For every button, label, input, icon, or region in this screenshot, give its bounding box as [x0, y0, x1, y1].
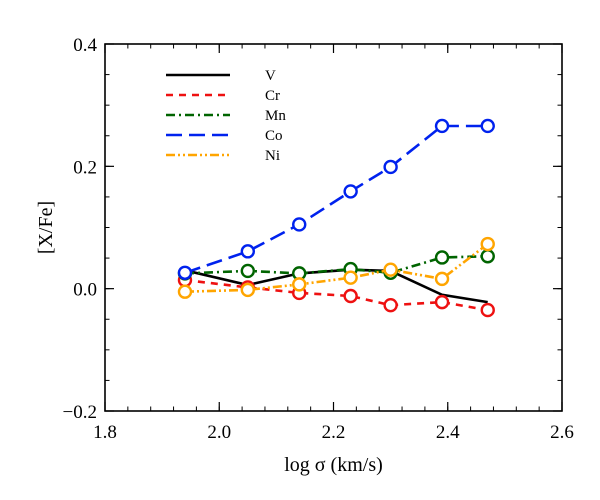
axes: 1.8 2.0 2.2 2.4 2.6 −0.2 0.0 0.2 0.4: [63, 35, 574, 443]
x-tick-label: 2.4: [436, 422, 460, 443]
data-point-co: [434, 118, 450, 134]
data-point-co: [240, 244, 256, 259]
data-point-ni: [177, 284, 193, 299]
data-point-cr: [480, 302, 495, 318]
legend-label-co: Co: [265, 128, 283, 144]
data-point-cr: [343, 288, 358, 304]
y-tick-label: 0.0: [73, 280, 97, 301]
x-tick-label: 2.6: [550, 422, 574, 443]
data-point-ni: [292, 277, 307, 292]
data-point-ni: [434, 271, 450, 287]
data-point-mn: [480, 249, 495, 264]
data-point-co: [383, 159, 398, 175]
data-point-co: [480, 118, 495, 134]
data-point-ni: [480, 236, 495, 252]
data-point-ni: [240, 282, 256, 298]
x-tick-label: 2.0: [207, 422, 231, 443]
legend-label-mn: Mn: [265, 108, 286, 124]
data-point-co: [292, 217, 307, 232]
series-co: [177, 118, 495, 280]
data-point-cr: [383, 297, 398, 313]
plot-frame: [104, 43, 563, 412]
data-point-co: [177, 265, 193, 280]
x-axis-label: log σ (km/s): [284, 454, 383, 476]
y-axis-label: [X/Fe]: [35, 201, 57, 254]
y-tick-label: −0.2: [63, 402, 97, 423]
data-point-ni: [383, 262, 398, 277]
series-ni: [177, 236, 495, 299]
x-tick-label: 1.8: [93, 422, 117, 443]
y-tick-label: 0.2: [73, 157, 97, 178]
data-point-ni: [343, 270, 358, 285]
data-point-co: [343, 184, 358, 199]
legend-label-cr: Cr: [265, 88, 280, 104]
legend: V Cr Mn Co Ni: [166, 68, 286, 164]
data-point-mn: [434, 250, 450, 265]
plot-area: [177, 118, 495, 318]
x-tick-label: 2.2: [322, 422, 346, 443]
data-point-mn: [240, 263, 256, 279]
data-point-cr: [434, 294, 450, 310]
y-tick-label: 0.4: [73, 35, 97, 56]
legend-label-v: V: [265, 68, 276, 84]
legend-label-ni: Ni: [265, 148, 280, 164]
